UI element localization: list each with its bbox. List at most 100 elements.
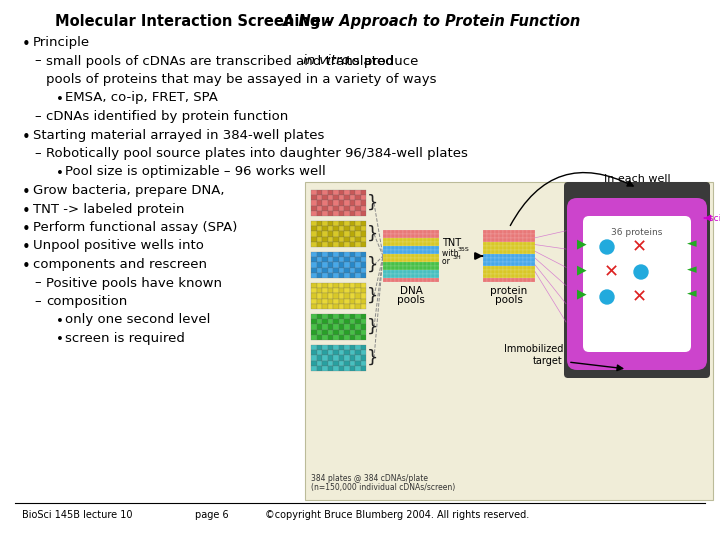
- Bar: [355, 226, 361, 232]
- Bar: [344, 314, 349, 319]
- Bar: [361, 273, 366, 278]
- Text: DNA: DNA: [400, 286, 423, 296]
- Bar: [361, 304, 366, 309]
- Bar: [527, 274, 531, 278]
- Bar: [395, 278, 399, 282]
- Bar: [317, 273, 322, 278]
- Bar: [355, 366, 361, 371]
- Bar: [361, 314, 366, 319]
- Bar: [361, 366, 366, 371]
- Bar: [349, 226, 355, 232]
- Bar: [328, 355, 333, 361]
- Bar: [317, 237, 322, 242]
- Bar: [344, 232, 349, 237]
- Text: Starting material arrayed in 384-well plates: Starting material arrayed in 384-well pl…: [33, 129, 325, 141]
- Bar: [527, 258, 531, 262]
- Bar: [328, 350, 333, 355]
- Bar: [387, 258, 391, 262]
- Bar: [317, 221, 322, 226]
- Bar: [515, 246, 519, 250]
- Bar: [328, 283, 333, 288]
- Bar: [435, 254, 439, 258]
- Bar: [431, 234, 435, 238]
- Bar: [338, 242, 344, 247]
- Bar: [415, 230, 419, 234]
- Bar: [338, 273, 344, 278]
- Bar: [531, 262, 535, 266]
- Bar: [361, 257, 366, 262]
- Bar: [322, 268, 328, 273]
- Bar: [487, 234, 491, 238]
- Bar: [322, 190, 328, 195]
- Bar: [317, 190, 322, 195]
- Bar: [419, 234, 423, 238]
- Bar: [355, 335, 361, 340]
- Bar: [407, 266, 411, 270]
- Text: In each well: In each well: [603, 174, 670, 184]
- Bar: [361, 252, 366, 257]
- Bar: [519, 254, 523, 258]
- Bar: [419, 242, 423, 246]
- Bar: [431, 250, 435, 254]
- Bar: [487, 242, 491, 246]
- Bar: [507, 270, 511, 274]
- Bar: [355, 237, 361, 242]
- Bar: [515, 278, 519, 282]
- Text: or: or: [442, 257, 452, 266]
- Bar: [399, 274, 403, 278]
- Bar: [317, 242, 322, 247]
- Bar: [511, 266, 515, 270]
- Bar: [511, 262, 515, 266]
- Bar: [338, 361, 344, 366]
- Bar: [338, 221, 344, 226]
- Bar: [355, 350, 361, 355]
- Bar: [344, 206, 349, 211]
- Bar: [333, 319, 338, 325]
- Bar: [483, 246, 487, 250]
- Bar: [419, 278, 423, 282]
- Bar: [328, 221, 333, 226]
- Bar: [344, 293, 349, 299]
- Bar: [531, 238, 535, 242]
- Bar: [328, 200, 333, 206]
- Bar: [399, 242, 403, 246]
- Bar: [431, 278, 435, 282]
- Bar: [361, 299, 366, 304]
- Bar: [403, 274, 407, 278]
- Bar: [423, 270, 427, 274]
- Bar: [349, 329, 355, 335]
- Bar: [355, 200, 361, 206]
- Bar: [411, 270, 415, 274]
- Bar: [511, 234, 515, 238]
- Bar: [349, 268, 355, 273]
- Bar: [349, 252, 355, 257]
- Bar: [499, 238, 503, 242]
- Bar: [523, 266, 527, 270]
- Bar: [415, 278, 419, 282]
- Bar: [407, 246, 411, 250]
- Bar: [483, 250, 487, 254]
- Bar: [322, 262, 328, 268]
- Text: scintillant in plastic: scintillant in plastic: [709, 214, 720, 223]
- Bar: [317, 335, 322, 340]
- Bar: [349, 350, 355, 355]
- Bar: [419, 238, 423, 242]
- Bar: [322, 283, 328, 288]
- Bar: [311, 273, 317, 278]
- Bar: [391, 266, 395, 270]
- Bar: [322, 350, 328, 355]
- Bar: [523, 254, 527, 258]
- Bar: [317, 314, 322, 319]
- Bar: [523, 270, 527, 274]
- Bar: [431, 274, 435, 278]
- Bar: [349, 273, 355, 278]
- Bar: [361, 268, 366, 273]
- Bar: [344, 257, 349, 262]
- Bar: [355, 304, 361, 309]
- Bar: [527, 242, 531, 246]
- Bar: [311, 329, 317, 335]
- Bar: [338, 237, 344, 242]
- Bar: [338, 325, 344, 329]
- Bar: [519, 266, 523, 270]
- Bar: [423, 254, 427, 258]
